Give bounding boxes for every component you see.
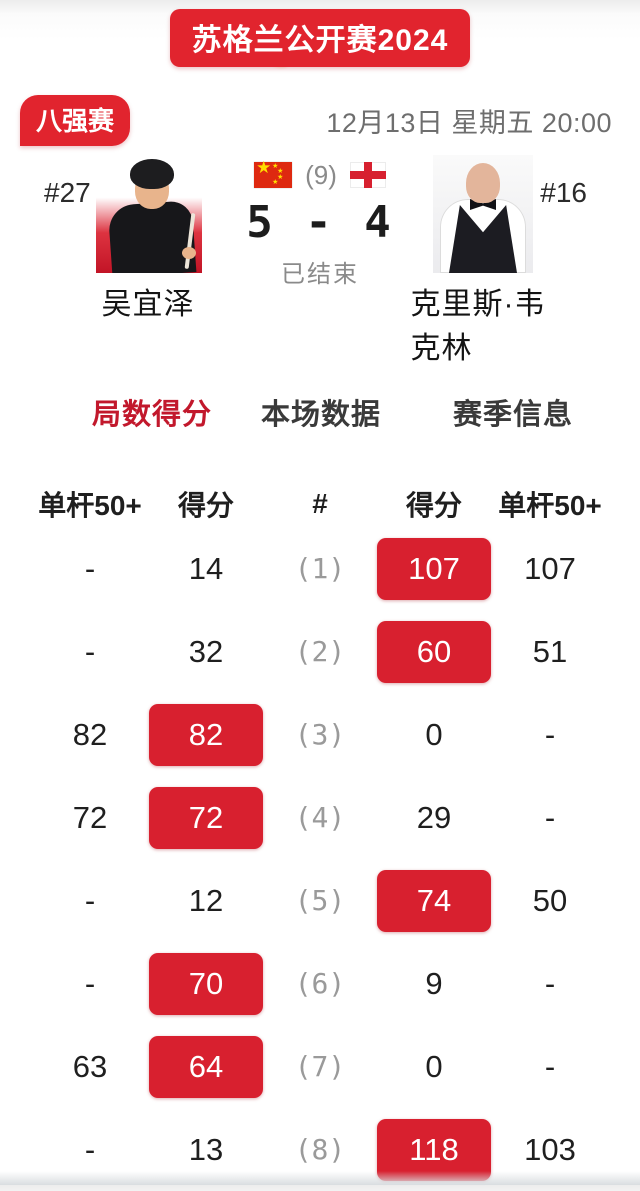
tournament-banner-wrap: 苏格兰公开赛2024 (0, 0, 640, 67)
right-score-cell: 74 (377, 869, 491, 932)
right-score-cell: 60 (377, 620, 491, 683)
table-row: - 32 (2) 60 51 (0, 610, 640, 693)
names-row: 吴宜泽 克里斯·韦克林 (0, 279, 640, 365)
player-right-name[interactable]: 克里斯·韦克林 (410, 288, 546, 365)
table-row: - 12 (5) 74 50 (0, 859, 640, 942)
right-score-cell: 29 (416, 799, 452, 835)
frame-number-cell: (7) (294, 1050, 346, 1083)
right-score-cell: 9 (425, 965, 443, 1001)
table-row: 72 72 (4) 29 - (0, 776, 640, 859)
table-row: 63 64 (7) 0 - (0, 1025, 640, 1108)
player-right-avatar[interactable] (433, 155, 533, 273)
left-break-cell: - (84, 882, 96, 918)
table-row: - 14 (1) 107 107 (0, 527, 640, 610)
tab-frame-scores[interactable]: 局数得分 (91, 399, 213, 431)
player-left-name[interactable]: 吴宜泽 (101, 288, 195, 321)
table-row: 82 82 (3) 0 - (0, 693, 640, 776)
right-score-cell: 107 (377, 537, 491, 600)
match-status: 已结束 (281, 261, 359, 288)
right-break-cell: 50 (532, 882, 568, 918)
header-left-break: 单杆50+ (38, 490, 142, 521)
stage-row: 八强赛 12月13日 星期五 20:00 (0, 93, 640, 146)
right-break-cell: - (544, 716, 556, 752)
tab-season-info[interactable]: 赛季信息 (452, 399, 574, 431)
left-break-cell: - (84, 550, 96, 586)
left-break-cell: - (84, 965, 96, 1001)
frames-table: 单杆50+ 得分 # 得分 单杆50+ - 14 (1) 107 107 - 3… (0, 481, 640, 1191)
flags-row: ★ ★ ★ ★ ★ (9) (210, 159, 430, 190)
left-score-cell: 32 (188, 633, 224, 669)
table-body: - 14 (1) 107 107 - 32 (2) 60 51 82 82 (3… (0, 527, 640, 1191)
frame-number-cell: (6) (294, 967, 346, 1000)
left-score-cell: 70 (149, 952, 263, 1015)
left-break-cell: 82 (72, 716, 108, 752)
player-right-seed: #16 (540, 177, 587, 208)
header-right-score: 得分 (405, 490, 462, 521)
player-left-seed: #27 (44, 177, 91, 208)
frame-number-cell: (2) (294, 635, 346, 668)
right-score-cell: 118 (377, 1118, 491, 1181)
table-row: - 70 (6) 9 - (0, 942, 640, 1025)
right-break-cell: - (544, 965, 556, 1001)
right-break-cell: 51 (532, 633, 568, 669)
stage-badge: 八强赛 (20, 95, 131, 146)
china-flag-icon: ★ ★ ★ ★ ★ (254, 159, 293, 188)
left-score-cell: 72 (149, 786, 263, 849)
table-header: 单杆50+ 得分 # 得分 单杆50+ (0, 481, 640, 527)
score-center-block: ★ ★ ★ ★ ★ (9) 5 - 4 已结束 (210, 159, 430, 289)
match-score: 5 - 4 (246, 197, 394, 248)
tab-match-stats[interactable]: 本场数据 (260, 399, 382, 431)
right-break-cell: - (544, 1048, 556, 1084)
frame-number-cell: (1) (294, 552, 346, 585)
match-datetime: 12月13日 星期五 20:00 (326, 108, 612, 138)
left-score-cell: 64 (149, 1035, 263, 1098)
left-break-cell: - (84, 633, 96, 669)
right-break-cell: - (544, 799, 556, 835)
table-row: - 13 (8) 118 103 (0, 1108, 640, 1191)
left-break-cell: 72 (72, 799, 108, 835)
left-break-cell: 63 (72, 1048, 108, 1084)
england-flag-icon (349, 162, 386, 188)
tabs: 局数得分 本场数据 赛季信息 (0, 391, 640, 431)
header-frame-number: # (312, 488, 328, 519)
frame-number-cell: (4) (294, 801, 346, 834)
left-score-cell: 13 (188, 1131, 224, 1167)
frame-number-cell: (8) (294, 1133, 346, 1166)
right-break-cell: 103 (524, 1131, 576, 1167)
header-right-break: 单杆50+ (498, 490, 602, 521)
tournament-title: 苏格兰公开赛2024 (169, 9, 471, 67)
right-score-cell: 0 (425, 1048, 443, 1084)
header-left-score: 得分 (177, 490, 234, 521)
player-left-avatar[interactable] (96, 155, 202, 273)
right-break-cell: 107 (524, 550, 576, 586)
left-score-cell: 12 (188, 882, 224, 918)
left-score-cell: 14 (188, 550, 224, 586)
left-break-cell: - (84, 1131, 96, 1167)
right-score-cell: 0 (425, 716, 443, 752)
match-header: #27 ★ ★ ★ ★ ★ (9) 5 - 4 已结束 #16 (0, 155, 640, 288)
rank-note: (9) (305, 159, 337, 190)
frame-number-cell: (5) (294, 884, 346, 917)
left-score-cell: 82 (149, 703, 263, 766)
frame-number-cell: (3) (294, 718, 346, 751)
